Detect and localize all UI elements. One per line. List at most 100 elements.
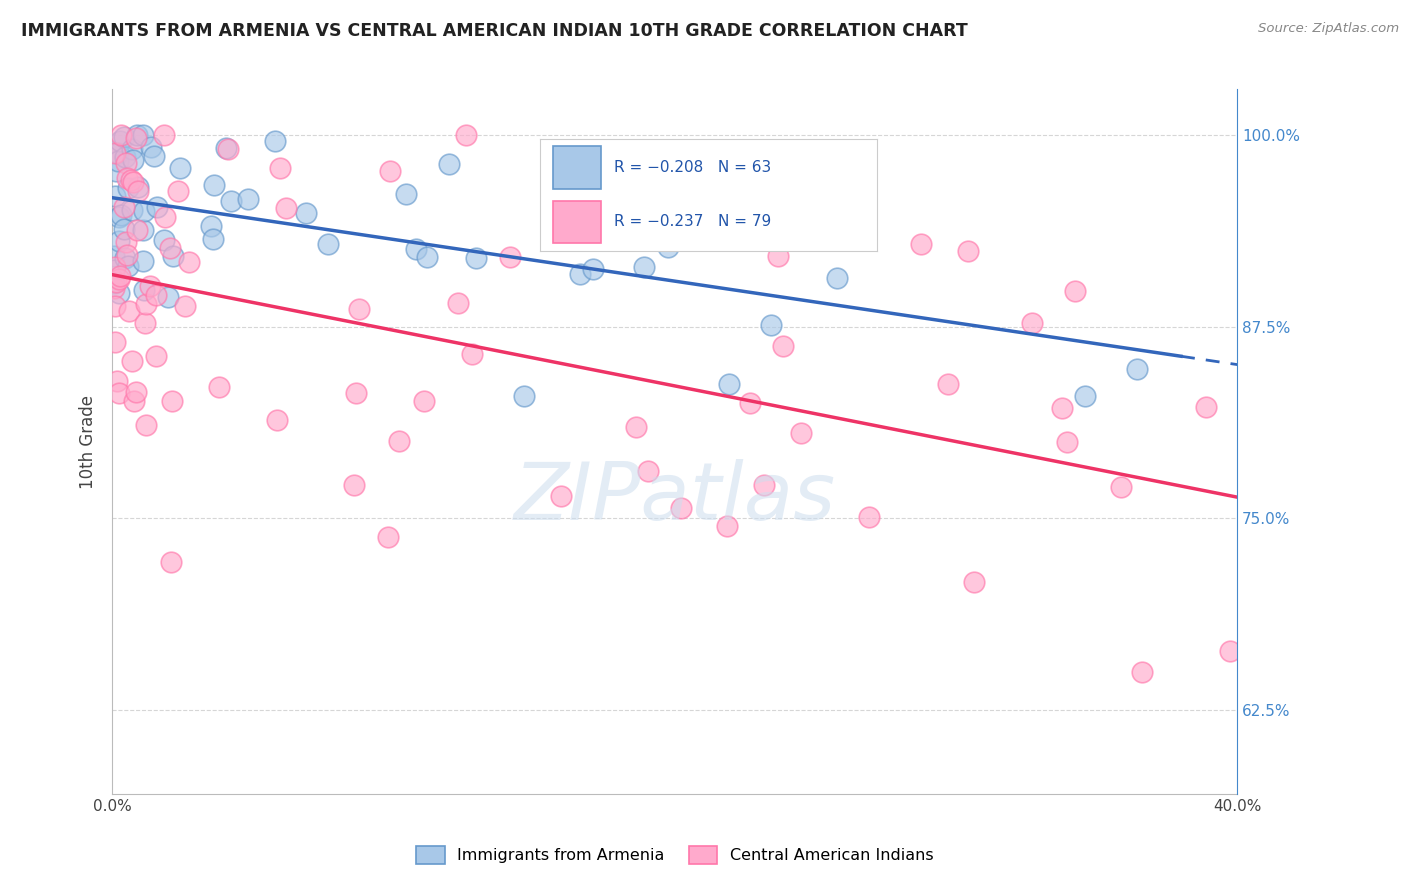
Point	[115, 156, 138, 170]
Point	[177, 255, 200, 269]
Point	[437, 156, 460, 170]
Point	[550, 490, 572, 504]
Point	[107, 145, 129, 160]
Point	[238, 193, 260, 207]
Point	[114, 150, 136, 164]
Point	[122, 393, 145, 408]
Point	[740, 396, 762, 410]
Point	[717, 376, 740, 391]
Point	[121, 143, 143, 157]
Point	[117, 259, 139, 273]
Point	[633, 260, 655, 274]
Point	[207, 380, 229, 394]
Point	[1282, 558, 1305, 572]
Point	[766, 249, 789, 263]
Point	[936, 377, 959, 392]
Point	[104, 189, 127, 203]
Point	[1050, 401, 1073, 416]
Point	[295, 206, 318, 220]
Point	[146, 201, 169, 215]
Point	[219, 194, 242, 208]
Point	[141, 140, 163, 154]
Legend: Immigrants from Armenia, Central American Indians: Immigrants from Armenia, Central America…	[409, 839, 941, 871]
Point	[716, 518, 738, 533]
Point	[107, 145, 129, 160]
Point	[105, 276, 128, 290]
Point	[107, 153, 129, 168]
Point	[174, 299, 197, 313]
Point	[395, 187, 418, 202]
Point	[104, 163, 127, 178]
Text: Source: ZipAtlas.com: Source: ZipAtlas.com	[1258, 22, 1399, 36]
Point	[104, 260, 127, 275]
Point	[108, 134, 131, 148]
Point	[104, 146, 127, 161]
Point	[110, 208, 132, 222]
Point	[153, 128, 176, 143]
Point	[169, 161, 191, 175]
Point	[103, 276, 125, 290]
Point	[671, 500, 693, 515]
Point	[162, 249, 184, 263]
Point	[582, 262, 605, 277]
Point	[108, 271, 131, 285]
Point	[624, 419, 647, 434]
Point	[405, 243, 427, 257]
Point	[269, 161, 291, 176]
Point	[1219, 644, 1241, 658]
Point	[122, 153, 145, 167]
Point	[569, 267, 592, 281]
Point	[135, 417, 157, 432]
Point	[108, 385, 131, 400]
Point	[217, 142, 239, 156]
Point	[167, 184, 190, 198]
Point	[377, 530, 399, 544]
Point	[115, 235, 138, 249]
Point	[132, 253, 155, 268]
Bar	[554, 201, 600, 244]
Text: IMMIGRANTS FROM ARMENIA VS CENTRAL AMERICAN INDIAN 10TH GRADE CORRELATION CHART: IMMIGRANTS FROM ARMENIA VS CENTRAL AMERI…	[21, 22, 967, 40]
Point	[858, 510, 880, 524]
Point	[139, 279, 162, 293]
Point	[118, 303, 141, 318]
Point	[790, 425, 813, 440]
Point	[153, 234, 176, 248]
Point	[115, 248, 138, 262]
Point	[202, 178, 225, 192]
Point	[957, 244, 980, 258]
Point	[124, 385, 146, 400]
Point	[132, 128, 155, 143]
Point	[103, 248, 125, 262]
Point	[160, 393, 183, 408]
Point	[1073, 388, 1095, 402]
Point	[127, 180, 149, 194]
Point	[107, 210, 129, 224]
Bar	[554, 146, 600, 189]
Point	[121, 353, 143, 368]
Point	[318, 236, 340, 251]
Point	[112, 222, 135, 236]
Point	[378, 164, 401, 178]
Point	[215, 141, 238, 155]
Point	[200, 219, 222, 234]
Point	[465, 251, 488, 265]
Point	[127, 223, 149, 237]
Point	[143, 149, 166, 163]
Point	[263, 134, 285, 148]
Point	[121, 203, 143, 218]
Point	[103, 281, 125, 295]
Point	[125, 130, 148, 145]
Point	[157, 290, 180, 304]
Point	[1109, 480, 1132, 494]
Point	[344, 385, 367, 400]
Point	[110, 268, 132, 283]
Point	[112, 129, 135, 144]
Point	[122, 175, 145, 189]
Point	[1056, 435, 1078, 450]
Point	[159, 241, 181, 255]
Point	[657, 240, 679, 254]
Point	[276, 201, 298, 215]
Point	[1195, 400, 1218, 414]
Point	[117, 181, 139, 195]
Point	[132, 203, 155, 218]
